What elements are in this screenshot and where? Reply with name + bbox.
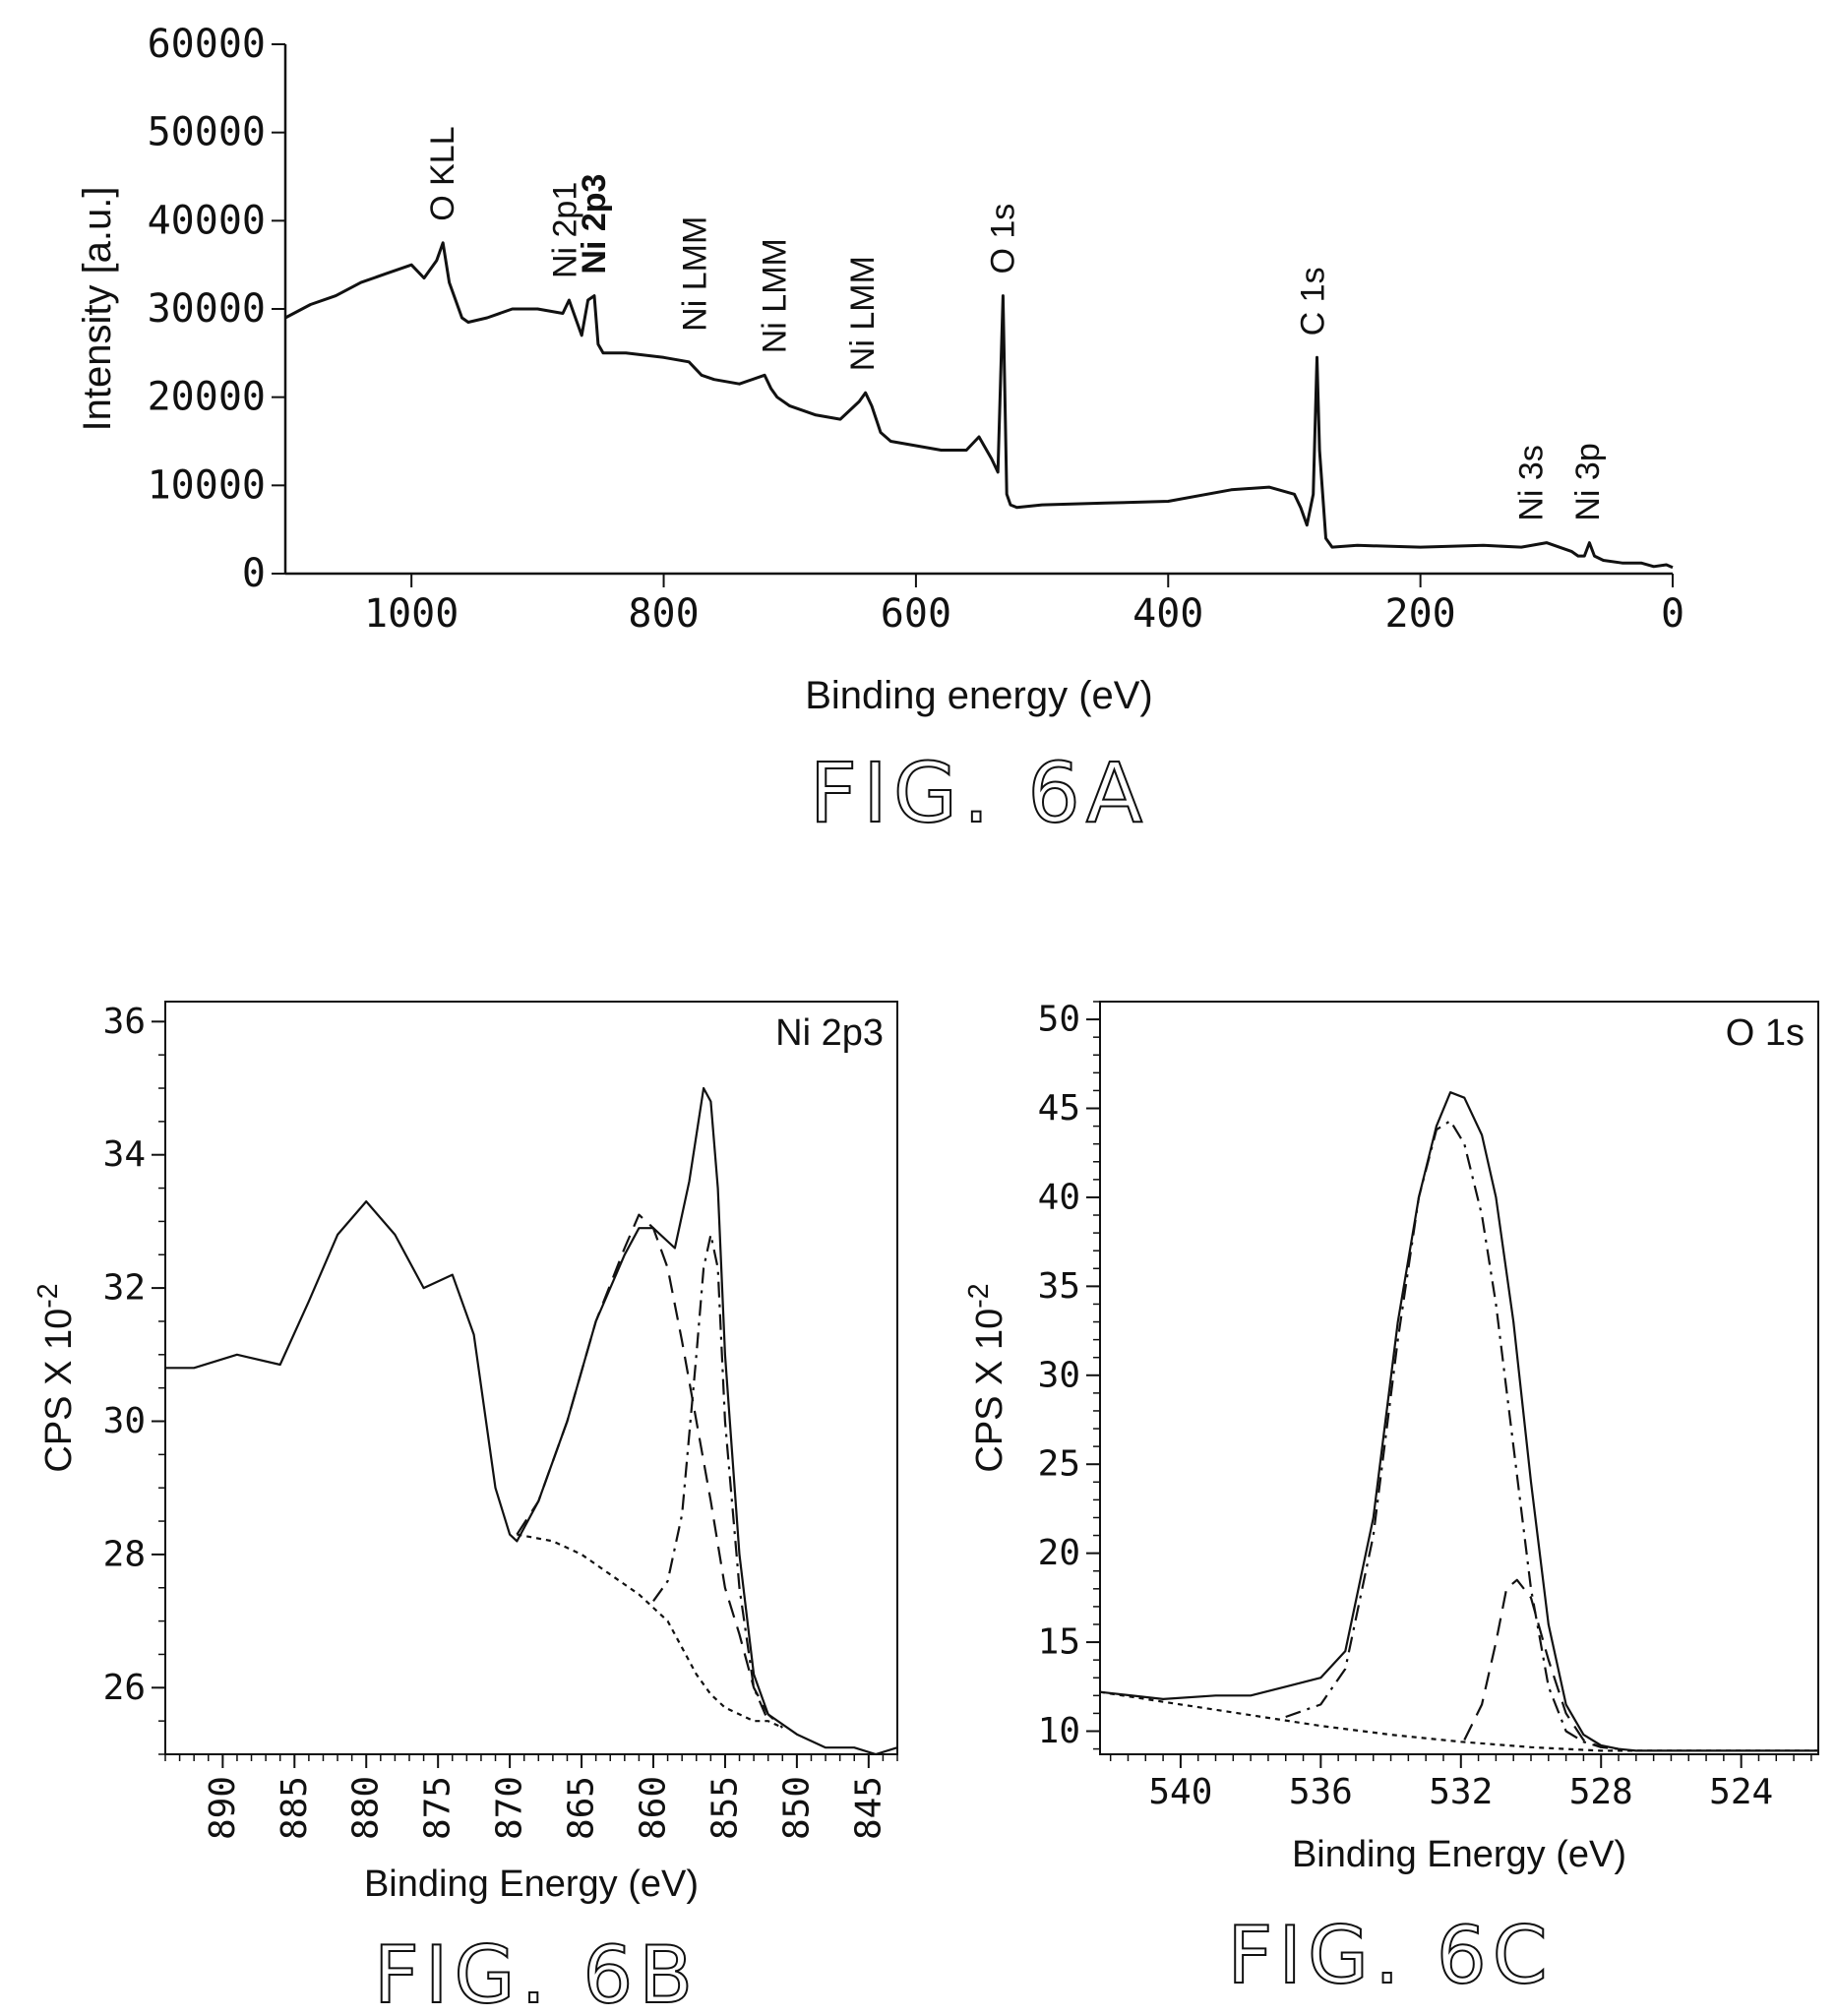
y-axis-title-exponent: -2	[963, 1283, 995, 1308]
x-tick-label: 865	[562, 1776, 602, 1840]
y-tick-label: 10000	[148, 462, 266, 508]
y-tick-label: 10	[1038, 1711, 1080, 1751]
y-tick-label: 34	[103, 1134, 146, 1175]
y-axis-title-exponent: -2	[32, 1283, 64, 1308]
y-tick-label: 60000	[148, 22, 266, 67]
x-tick-label: 885	[275, 1776, 315, 1840]
peak-annotation: O KLL	[424, 126, 461, 220]
peak-annotation: Ni 2p3	[576, 174, 613, 275]
figure-6a-chart: 1000 800 600 400 200 001000020000300004000050…	[76, 22, 1684, 842]
x-tick-label: 1000	[364, 591, 459, 637]
peak-annotation: C 1s	[1295, 267, 1332, 336]
figure-6a-panel: 1000 800 600 400 200 0 0 10000 20000 30000 40000 50…	[0, 0, 1836, 866]
y-axis-title: CPS X 10-2	[32, 1283, 80, 1472]
peak-annotation: Ni 3s	[1512, 445, 1550, 520]
x-tick-label: 200	[1385, 591, 1456, 637]
series-dotted-line	[517, 1533, 783, 1729]
peak-annotation: Ni 2p1	[547, 182, 584, 278]
panel-title: Ni 2p3	[775, 1012, 884, 1054]
x-tick-label: 600	[881, 591, 951, 637]
y-tick-label: 35	[1038, 1266, 1080, 1307]
peak-annotation: O 1s	[984, 204, 1021, 275]
y-tick-label: 36	[103, 1002, 146, 1042]
x-tick-label: 880	[346, 1776, 387, 1840]
figure-caption: FIG. 6A	[810, 745, 1149, 841]
x-tick-label: 0	[1661, 591, 1684, 637]
y-tick-label: 20000	[148, 375, 266, 420]
y-tick-label: 28	[103, 1534, 146, 1574]
x-tick-label: 536	[1289, 1772, 1353, 1812]
figure-6b-chart: 890 885 880 875 870 865 860 855 850 845 26 28 30 32 34…	[32, 1001, 898, 2016]
y-tick-label: 40	[1038, 1177, 1080, 1217]
y-tick-label: 45	[1038, 1088, 1080, 1129]
series-solid-line	[1099, 1091, 1818, 1752]
x-axis-title: Binding energy (eV)	[805, 674, 1153, 717]
figure-caption: FIG. 6B	[374, 1929, 699, 2016]
x-tick-label: 532	[1429, 1772, 1493, 1812]
figure-6c-panel: 540 536 532 528 524 10 15 20 25 30 35 40 45 50 Binding…	[918, 964, 1836, 2016]
peak-annotation: Ni 3p	[1569, 443, 1607, 520]
y-tick-label: 40000	[148, 198, 266, 243]
peak-annotation: Ni LMM	[677, 216, 714, 332]
y-tick-label: 50000	[148, 110, 266, 155]
y-axis-title-text: Intensity [a.u.]	[76, 186, 119, 431]
series-solid-line	[165, 1086, 898, 1756]
x-tick-label: 870	[490, 1776, 530, 1840]
y-axis-title: Intensity [a.u.]	[76, 186, 119, 431]
figure-6c-chart: 540 536 532 528 524 10 15 20 25 30 35 40 45 50 Binding…	[963, 1000, 1819, 2002]
series-solid-line	[284, 241, 1674, 570]
x-tick-label: 875	[418, 1776, 459, 1840]
x-tick-label: 524	[1709, 1772, 1773, 1812]
series-dashed-line	[1463, 1578, 1602, 1748]
y-axis-title: CPS X 10-2	[963, 1283, 1010, 1472]
y-tick-label: 32	[103, 1268, 146, 1309]
x-tick-label: 400	[1132, 591, 1203, 637]
figure-caption: FIG. 6C	[1227, 1910, 1553, 2001]
y-tick-label: 30000	[148, 286, 266, 332]
panel-title: O 1s	[1726, 1012, 1805, 1054]
x-tick-label: 528	[1569, 1772, 1633, 1812]
y-tick-label: 26	[103, 1668, 146, 1708]
y-tick-label: 50	[1038, 1000, 1080, 1040]
y-axis-title-text: CPS X 10	[969, 1309, 1010, 1473]
y-tick-label: 15	[1038, 1622, 1080, 1663]
series-dashed-line	[516, 1213, 784, 1729]
plot-frame	[164, 1001, 898, 1755]
x-tick-label: 850	[776, 1776, 817, 1840]
x-tick-label: 540	[1148, 1772, 1212, 1812]
peak-annotation: Ni LMM	[756, 238, 793, 353]
x-tick-label: 855	[704, 1776, 745, 1840]
series-dashdot-line	[652, 1233, 769, 1722]
x-tick-label: 800	[628, 591, 699, 637]
y-axis-title-text: CPS X 10	[38, 1309, 80, 1473]
y-tick-label: 30	[1038, 1355, 1080, 1395]
y-tick-label: 20	[1038, 1533, 1080, 1573]
y-tick-label: 0	[242, 551, 266, 596]
series-dotted-line	[1099, 1690, 1818, 1752]
x-tick-label: 890	[203, 1776, 243, 1840]
y-tick-label: 25	[1038, 1444, 1080, 1485]
x-tick-label: 860	[634, 1776, 674, 1840]
peak-annotation: Ni LMM	[844, 256, 882, 371]
x-axis-title: Binding Energy (eV)	[1292, 1834, 1626, 1875]
y-tick-label: 30	[103, 1401, 146, 1441]
x-tick-label: 845	[848, 1776, 888, 1840]
figure-6b-panel: 890 885 880 875 870 865 860 855 850 845 26 28 30 32 34…	[0, 964, 918, 2016]
series-dashdot-line	[1285, 1120, 1620, 1750]
x-axis-title: Binding Energy (eV)	[364, 1863, 699, 1905]
plot-frame	[1099, 1001, 1819, 1755]
